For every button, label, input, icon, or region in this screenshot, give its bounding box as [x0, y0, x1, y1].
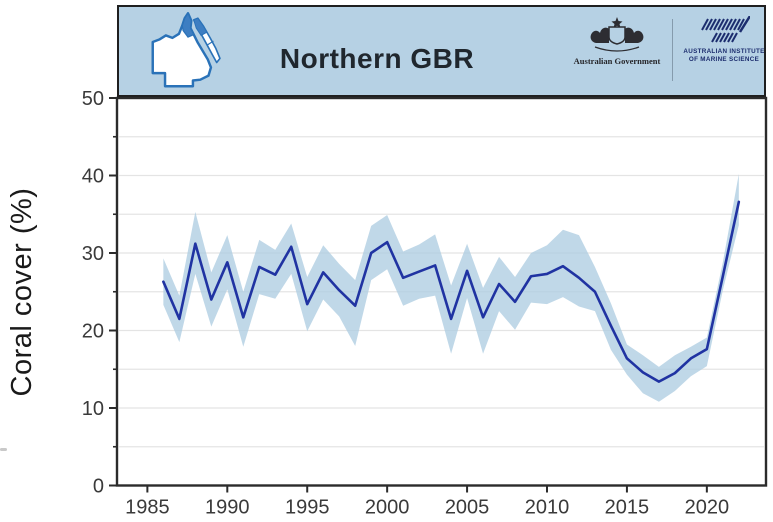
- x-tick-label: 2000: [365, 497, 410, 519]
- chart-title: Northern GBR: [279, 43, 475, 74]
- x-tick-label: 2005: [445, 497, 490, 519]
- aims-logo: AUSTRALIAN INSTITUTE OF MARINE SCIENCE: [679, 16, 769, 64]
- y-tick-label: 30: [82, 243, 104, 265]
- logo-divider: [672, 19, 673, 81]
- coral-cover-line: [162, 200, 741, 383]
- aims-label-line1: AUSTRALIAN INSTITUTE: [683, 48, 765, 55]
- x-tick-label: 1995: [285, 497, 330, 519]
- y-tick-label: 0: [93, 476, 104, 498]
- queensland-outline: [151, 12, 213, 88]
- gov-logo-label: Australian Government: [573, 56, 661, 66]
- australian-government-logo: Australian Government: [557, 15, 677, 66]
- y-tick-label: 20: [82, 321, 104, 343]
- northern-region-highlight: [181, 12, 195, 38]
- edge-artifact: [0, 448, 7, 451]
- aims-label-line2: OF MARINE SCIENCE: [688, 56, 760, 63]
- header-banner: Northern GBR Australian Government: [117, 5, 766, 97]
- x-tick-label: 2010: [525, 497, 570, 519]
- y-tick-label: 40: [82, 166, 104, 188]
- x-tick-label: 2020: [685, 497, 730, 519]
- x-tick-label: 1985: [125, 497, 169, 519]
- x-tick-label: 2015: [605, 497, 650, 519]
- aims-logo-label: AUSTRALIAN INSTITUTE OF MARINE SCIENCE: [679, 48, 769, 64]
- x-tick-label: 1990: [205, 497, 250, 519]
- y-axis-title: Coral cover (%): [6, 187, 38, 397]
- aims-mark-icon: [701, 16, 750, 43]
- queensland-map-icon: [151, 12, 221, 88]
- confidence-band: [163, 173, 739, 402]
- gbr-sector-divider: [206, 40, 214, 46]
- coat-of-arms-icon: [590, 17, 644, 52]
- y-tick-label: 50: [82, 88, 104, 110]
- coral-cover-chart: 0 10 20 30 40 50 1985 1990 1995 2000 2005 2010 2015 2…: [82, 88, 768, 519]
- y-tick-label: 10: [82, 398, 104, 420]
- northern-strip-highlight: [193, 17, 208, 37]
